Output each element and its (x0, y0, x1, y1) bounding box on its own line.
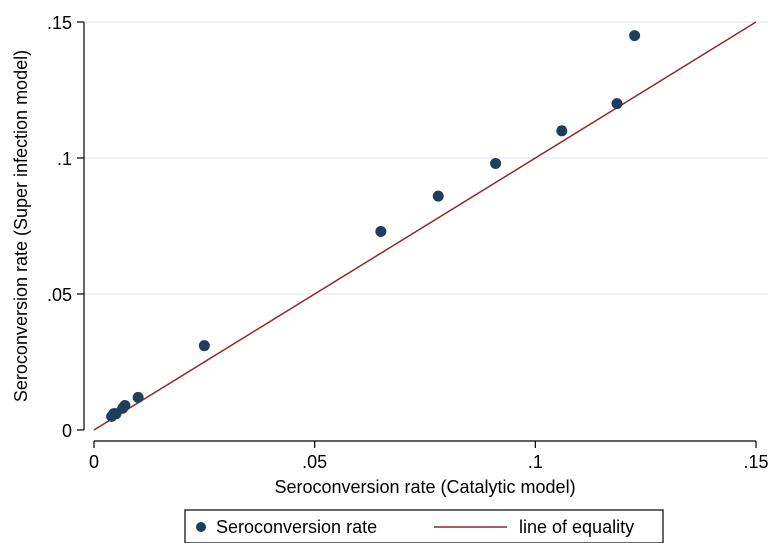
data-point (556, 125, 568, 137)
x-tick-label: .05 (302, 452, 327, 472)
ticks-layer: 0 .05 .1 .15 0 .05 .1 .15 (47, 13, 768, 472)
data-point (432, 190, 444, 202)
data-point (375, 225, 387, 237)
data-point (490, 157, 502, 169)
data-point (198, 340, 210, 352)
y-tick-label: .15 (47, 13, 72, 33)
legend-marker-seroconversion-rate (196, 522, 206, 532)
x-tick-label: .1 (528, 452, 543, 472)
axes-layer (83, 22, 756, 442)
grid-layer (84, 21, 768, 295)
series-layer (93, 21, 757, 431)
data-point (629, 30, 641, 42)
y-axis-title: Seroconversion rate (Super infection mod… (11, 50, 31, 402)
y-tick-label: .1 (57, 149, 72, 169)
y-tick-label: .05 (47, 285, 72, 305)
legend-label-line-of-equality: line of equality (519, 517, 634, 537)
legend-label-seroconversion-rate: Seroconversion rate (216, 517, 377, 537)
data-point (132, 391, 144, 403)
line-of-equality (93, 21, 757, 431)
data-point (119, 400, 131, 412)
legend: Seroconversion rate line of equality (184, 509, 664, 543)
x-tick-label: .15 (743, 452, 768, 472)
y-tick-label: 0 (62, 421, 72, 441)
data-point (611, 98, 623, 110)
x-tick-label: 0 (89, 452, 99, 472)
x-axis-title: Seroconversion rate (Catalytic model) (274, 477, 575, 497)
legend-box (184, 509, 664, 543)
